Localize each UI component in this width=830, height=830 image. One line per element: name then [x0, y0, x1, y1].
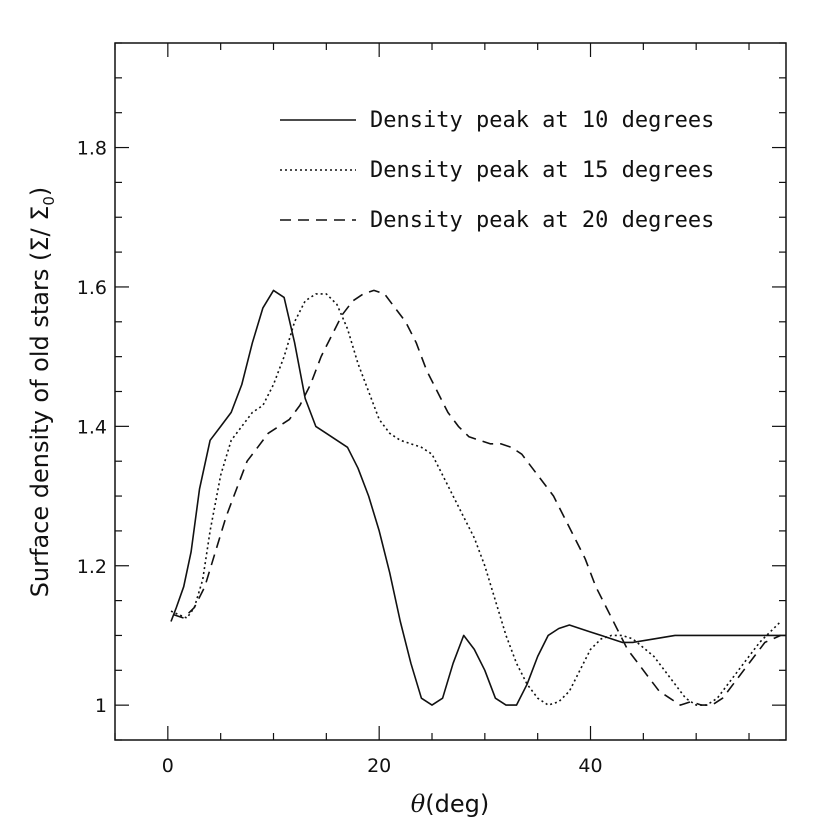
y-tick-labels: 1 1.2 1.4 1.6 1.8: [77, 138, 107, 718]
axis-ticks: [114, 42, 786, 741]
x-axis-symbol: θ: [411, 790, 426, 818]
x-tick-label: 0: [162, 755, 174, 777]
x-tick-labels: 0 20 40: [162, 755, 603, 777]
legend-label: Density peak at 10 degrees: [370, 108, 714, 133]
legend-label: Density peak at 15 degrees: [370, 158, 714, 183]
y-axis-label-main: Surface density of old stars (Σ/ Σ: [26, 206, 54, 598]
series-line-1: [170, 289, 786, 706]
y-axis-label-close: ): [26, 187, 54, 196]
legend-label: Density peak at 20 degrees: [370, 208, 714, 233]
series-line-2: [170, 293, 782, 706]
x-axis-unit: (deg): [425, 790, 489, 818]
series-line-3: [172, 289, 782, 706]
y-tick-label: 1.4: [77, 416, 107, 438]
series-layer: [170, 289, 786, 706]
y-tick-label: 1: [95, 695, 107, 717]
x-tick-label: 20: [367, 755, 391, 777]
y-tick-label: 1.8: [77, 138, 107, 160]
x-axis-label: θ(deg): [411, 790, 489, 818]
x-tick-label: 40: [578, 755, 602, 777]
y-tick-label: 1.2: [77, 556, 107, 578]
y-tick-label: 1.6: [77, 277, 107, 299]
y-axis-label-subscript: 0: [40, 196, 58, 206]
legend: Density peak at 10 degrees Density peak a…: [280, 108, 714, 233]
y-axis-label: Surface density of old stars (Σ/ Σ0): [26, 187, 58, 598]
